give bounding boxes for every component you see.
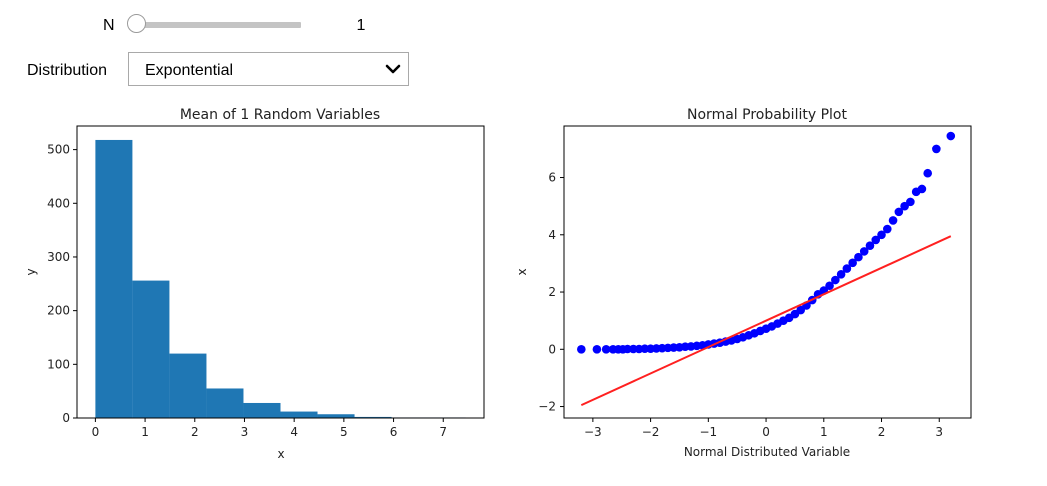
qq-fit-line (580, 235, 952, 407)
x-tick-label: 5 (340, 425, 348, 439)
histogram-bar (243, 402, 281, 418)
qq-point (601, 344, 611, 354)
x-tick-label: −2 (642, 425, 660, 439)
x-tick-label: 0 (92, 425, 100, 439)
histogram-x-label: x (277, 447, 284, 461)
qq-point (932, 144, 941, 154)
y-tick-label: 0 (548, 342, 556, 356)
histogram-x-ticks: 0 1 2 3 4 5 6 7 (92, 418, 447, 439)
y-tick-label: −2 (538, 400, 556, 414)
x-tick-label: 3 (241, 425, 249, 439)
qq-point (831, 275, 840, 285)
histogram-title: Mean of 1 Random Variables (180, 107, 380, 123)
qq-point (592, 344, 602, 354)
y-tick-label: 0 (62, 411, 70, 425)
qq-y-ticks: −2 0 2 4 6 (538, 171, 564, 414)
qq-point (888, 216, 898, 225)
y-tick-label: 2 (548, 285, 556, 299)
x-tick-label: 1 (141, 425, 149, 439)
x-tick-label: 4 (290, 425, 298, 439)
qq-point (923, 168, 933, 178)
n-slider-track[interactable] (140, 22, 301, 28)
qq-point (859, 247, 869, 256)
x-tick-label: 3 (935, 425, 943, 439)
qq-point (836, 269, 846, 279)
y-tick-label: 4 (548, 228, 556, 242)
histogram-y-label: y (24, 268, 38, 275)
qq-point (917, 184, 927, 194)
y-tick-label: 100 (47, 357, 70, 371)
x-tick-label: −3 (584, 425, 602, 439)
n-label: N (103, 17, 115, 34)
distribution-select[interactable]: Expontential (128, 52, 409, 86)
x-tick-label: 1 (820, 425, 828, 439)
y-tick-label: 300 (47, 250, 70, 264)
histogram-plot-frame (76, 125, 485, 419)
histogram-bar (132, 280, 170, 418)
qq-plot-frame (563, 125, 972, 419)
n-value-readout: 1 (356, 17, 366, 34)
x-tick-label: 2 (191, 425, 199, 439)
histogram-bar (169, 353, 207, 418)
histogram-bar (354, 416, 392, 418)
qq-point (865, 241, 875, 250)
qq-point (577, 344, 586, 354)
x-tick-label: 2 (878, 425, 886, 439)
x-tick-label: 0 (762, 425, 770, 439)
y-tick-label: 400 (47, 196, 70, 210)
qq-y-label: x (515, 268, 529, 275)
qq-point (894, 207, 904, 217)
histogram-bar (317, 414, 355, 418)
qq-point (825, 281, 834, 291)
y-tick-label: 500 (47, 143, 70, 157)
qq-point (946, 131, 956, 141)
distribution-selected-value: Expontential (145, 62, 234, 79)
x-tick-label: 7 (439, 425, 447, 439)
x-tick-label: −1 (699, 425, 717, 439)
chevron-down-icon (385, 64, 401, 74)
y-tick-label: 200 (47, 304, 70, 318)
qq-point (842, 264, 852, 273)
qq-title: Normal Probability Plot (687, 107, 847, 123)
qq-point (796, 305, 805, 315)
qq-x-label: Normal Distributed Variable (684, 445, 850, 459)
n-slider-handle[interactable] (127, 14, 146, 33)
histogram-bars (95, 139, 466, 419)
qq-point (882, 224, 892, 234)
y-tick-label: 6 (548, 171, 556, 185)
histogram-bar (280, 411, 318, 418)
qq-x-ticks: −3 −2 −1 0 1 2 3 (584, 418, 943, 439)
qq-point (906, 197, 915, 207)
x-tick-label: 6 (390, 425, 398, 439)
histogram-y-ticks: 0 100 200 300 400 500 (47, 143, 77, 425)
distribution-label: Distribution (27, 62, 108, 79)
qq-point (871, 235, 881, 245)
qq-point (877, 230, 886, 240)
qq-point (848, 258, 857, 268)
qq-point (854, 252, 863, 262)
histogram-bar (206, 388, 244, 418)
histogram-bar (95, 139, 133, 419)
